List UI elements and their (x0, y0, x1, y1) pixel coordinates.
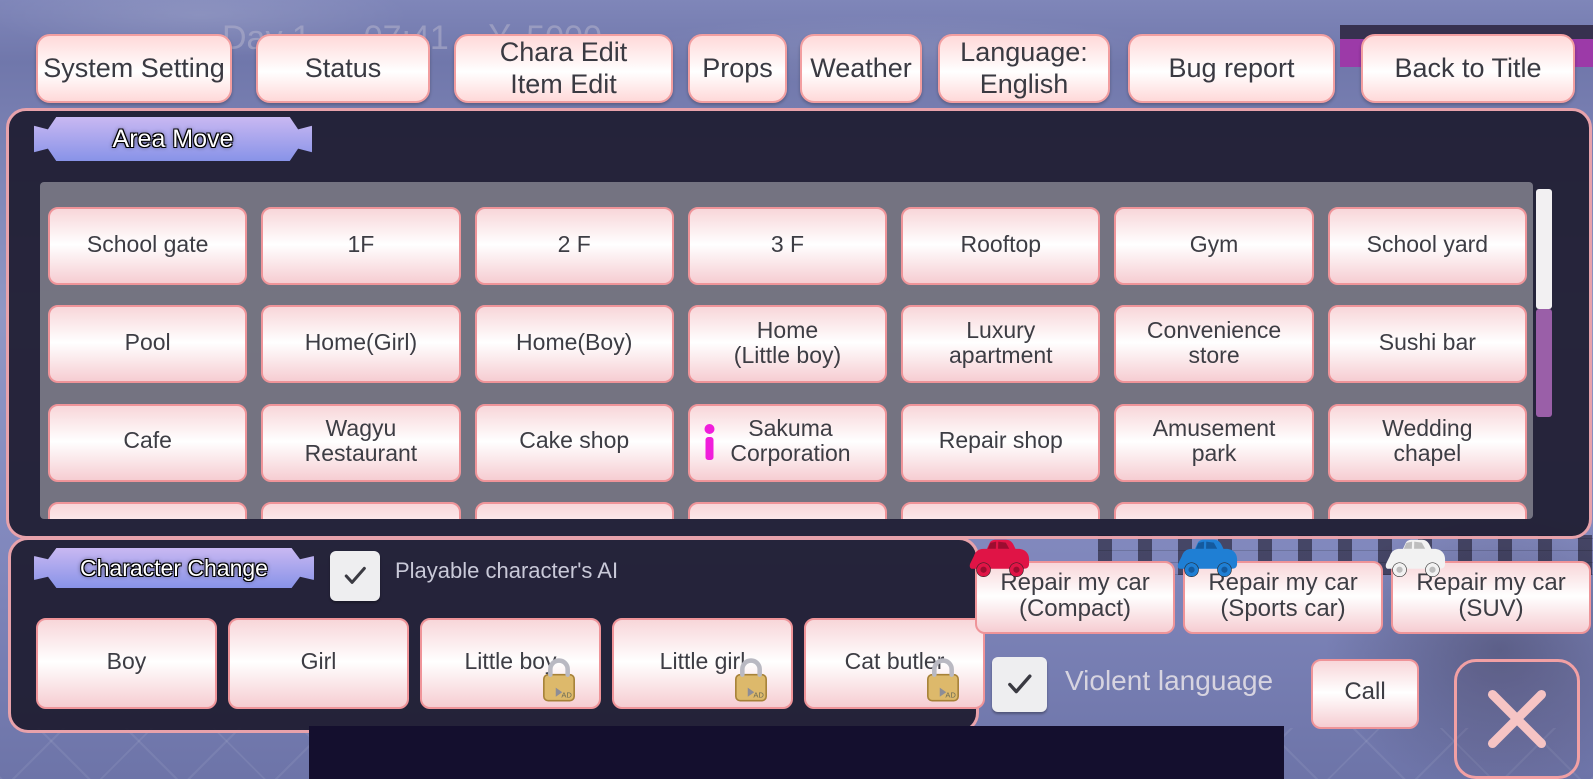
svg-text:AD: AD (561, 690, 572, 699)
svg-text:AD: AD (945, 690, 956, 699)
svg-text:AD: AD (753, 690, 764, 699)
